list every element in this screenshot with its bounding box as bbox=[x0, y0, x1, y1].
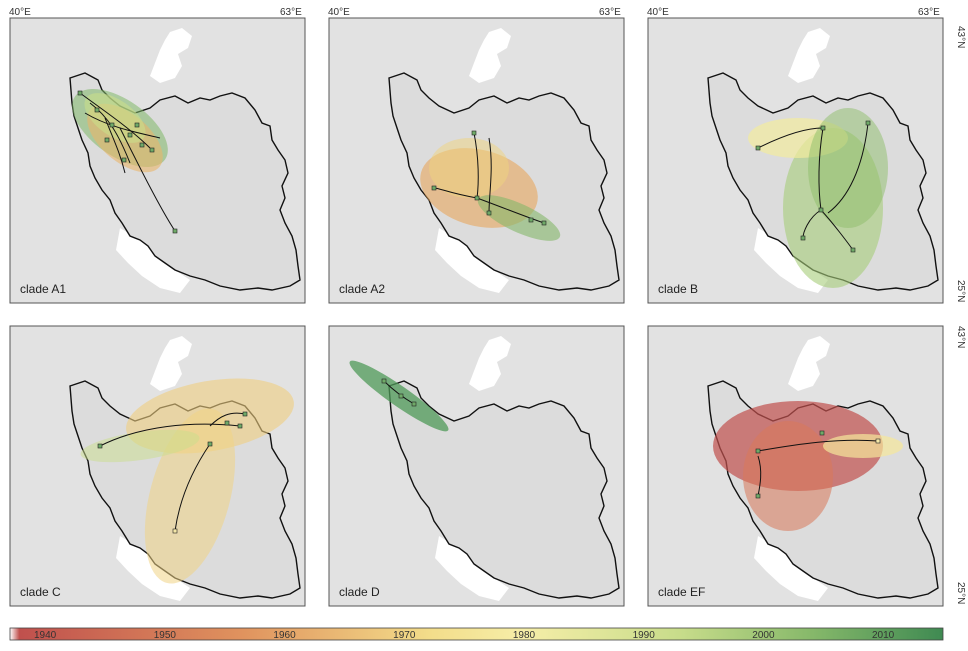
lon-label-right: 63°E bbox=[918, 7, 940, 18]
sample-nodes bbox=[431, 130, 547, 226]
colorbar-tick-label: 2000 bbox=[752, 630, 775, 641]
clade-label: clade A1 bbox=[20, 282, 66, 296]
colorbar-tick-label: 1940 bbox=[34, 630, 57, 641]
panel-clade-d: clade D bbox=[328, 325, 625, 607]
lon-label-left: 40°E bbox=[647, 7, 669, 18]
panel-clade-ef: clade EF bbox=[647, 325, 944, 607]
sample-nodes bbox=[755, 120, 871, 253]
colorbar-tick-label: 1970 bbox=[393, 630, 416, 641]
lon-label-right: 63°E bbox=[280, 7, 302, 18]
colorbar-tick-label: 1990 bbox=[633, 630, 656, 641]
clade-label: clade D bbox=[339, 585, 380, 599]
panel-clade-c: clade C bbox=[9, 325, 306, 607]
colorbar-tick-label: 1960 bbox=[273, 630, 296, 641]
panel-clade-a1: clade A1 bbox=[9, 17, 306, 304]
lon-label-left: 40°E bbox=[9, 7, 31, 18]
panel-clade-a2: clade A2 bbox=[328, 17, 625, 304]
phylo-branches bbox=[79, 92, 176, 232]
sample-nodes bbox=[381, 378, 417, 407]
sample-nodes bbox=[755, 430, 881, 499]
colorbar-tick-label: 1950 bbox=[154, 630, 177, 641]
lat-label-bottom: 25°N bbox=[955, 582, 966, 604]
lon-label-left: 40°E bbox=[328, 7, 350, 18]
clade-label: clade A2 bbox=[339, 282, 385, 296]
phylo-branches bbox=[433, 132, 545, 224]
clade-label: clade B bbox=[658, 282, 698, 296]
hpd-regions bbox=[713, 401, 903, 531]
clade-label: clade EF bbox=[658, 585, 705, 599]
panel-clade-b: clade B bbox=[647, 17, 944, 304]
hpd-regions bbox=[80, 378, 294, 584]
lat-label-top: 43°N bbox=[955, 26, 966, 48]
colorbar-tick-label: 1980 bbox=[513, 630, 536, 641]
lon-label-right: 63°E bbox=[599, 7, 621, 18]
phylo-branches bbox=[99, 412, 246, 532]
hpd-regions bbox=[420, 138, 561, 241]
lat-label-bottom: 25°N bbox=[955, 280, 966, 302]
sample-nodes bbox=[97, 411, 248, 534]
phylo-branches bbox=[757, 439, 879, 497]
clade-label: clade C bbox=[20, 585, 61, 599]
sample-nodes bbox=[77, 90, 178, 234]
colorbar-tick-label: 2010 bbox=[872, 630, 895, 641]
lat-label-top: 43°N bbox=[955, 326, 966, 348]
year-colorbar: 1940 1950 1960 1970 1980 1990 2000 2010 bbox=[9, 627, 944, 641]
